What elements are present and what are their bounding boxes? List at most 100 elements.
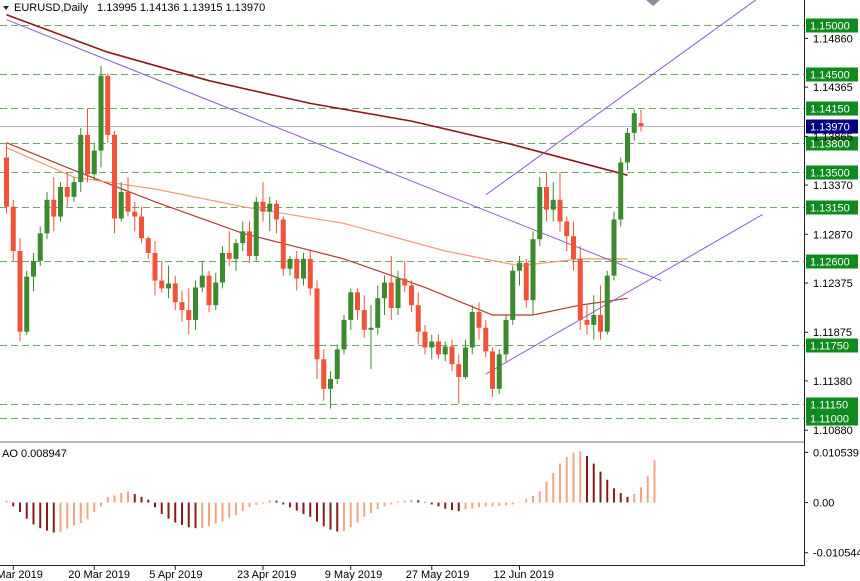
current-price-label: 1.13970 xyxy=(810,122,850,134)
time-tick-label: 23 Apr 2019 xyxy=(237,569,296,581)
candle-body xyxy=(125,191,131,212)
candle-body xyxy=(395,278,401,309)
level-label-box xyxy=(806,411,858,426)
candle-body xyxy=(307,258,313,289)
candle-body xyxy=(321,359,327,389)
candle-body xyxy=(139,216,144,239)
candle-body xyxy=(206,275,212,306)
price-tick-label: 1.12870 xyxy=(813,229,853,241)
shift-marker xyxy=(3,6,9,10)
candle-body xyxy=(328,378,333,389)
candle-body xyxy=(152,252,158,281)
candle-body xyxy=(530,239,536,301)
candle-body xyxy=(348,292,354,320)
candle-body xyxy=(186,310,192,320)
candle-body xyxy=(429,341,435,348)
price-tick-label: 1.14365 xyxy=(813,82,853,94)
level-label: 1.11150 xyxy=(810,400,848,412)
price-tick-label: 1.11380 xyxy=(813,376,852,388)
level-label: 1.11000 xyxy=(810,414,849,426)
candle-body xyxy=(355,292,360,311)
ao-indicator-title: AO 0.008947 xyxy=(2,448,67,460)
current-price-label-box xyxy=(806,119,858,134)
candle-body xyxy=(91,150,97,175)
price-tick-label: 1.11875 xyxy=(813,327,852,339)
price-tick-label: 1.14860 xyxy=(813,33,853,45)
candle-body xyxy=(564,221,570,237)
candle-body xyxy=(17,251,23,332)
candle-body xyxy=(37,233,43,261)
candle-body xyxy=(510,270,516,320)
candle-body xyxy=(301,258,306,279)
candle-body xyxy=(253,201,259,256)
candle-body xyxy=(415,305,421,332)
candle-body xyxy=(247,231,252,256)
level-label-box xyxy=(806,136,858,151)
candle-body xyxy=(625,132,630,163)
candle-body xyxy=(280,219,286,269)
candle-body xyxy=(537,187,543,240)
time-tick-label: 12 Jun 2019 xyxy=(494,569,555,581)
candle-body xyxy=(24,276,30,332)
candle-body xyxy=(544,187,549,210)
candle-body xyxy=(78,134,84,183)
level-label: 1.15000 xyxy=(810,21,850,33)
candle-body xyxy=(145,238,151,253)
candle-body xyxy=(132,211,138,217)
candle-body xyxy=(517,262,522,271)
candle-body xyxy=(274,203,279,220)
trendline xyxy=(485,214,763,375)
candle-body xyxy=(598,314,603,332)
candle-body xyxy=(571,236,576,259)
level-label-box xyxy=(806,67,858,82)
candle-body xyxy=(469,312,475,348)
candle-body xyxy=(64,187,70,197)
candle-body xyxy=(611,219,617,276)
candle-body xyxy=(172,283,178,303)
level-label: 1.12600 xyxy=(810,257,850,269)
candle-body xyxy=(382,282,387,299)
candle-body xyxy=(105,75,111,135)
candle-body xyxy=(71,182,77,197)
level-label-box xyxy=(806,254,858,269)
chart-header-title: EURUSD,Daily 1.13995 1.14136 1.13915 1.1… xyxy=(14,2,265,14)
time-tick-label: 4 Mar 2019 xyxy=(0,569,43,581)
candle-body xyxy=(4,157,9,207)
level-label-box xyxy=(806,200,858,215)
level-label-box xyxy=(806,338,858,353)
candle-body xyxy=(226,252,232,259)
moving-average-slow xyxy=(6,14,628,176)
level-label: 1.13800 xyxy=(810,139,850,151)
price-tick-label: 1.13370 xyxy=(813,180,853,192)
candle-body xyxy=(240,231,246,244)
ao-tick-label: -0.010544 xyxy=(813,548,860,560)
time-tick-label: 27 May 2019 xyxy=(406,569,470,581)
candle-body xyxy=(98,75,104,151)
candle-body xyxy=(85,134,90,175)
candle-body xyxy=(118,191,124,219)
candle-body xyxy=(368,327,374,330)
scroll-marker xyxy=(646,0,660,6)
candle-body xyxy=(112,134,117,219)
level-label-box xyxy=(806,18,858,33)
candle-body xyxy=(199,275,205,288)
level-label: 1.14500 xyxy=(810,70,850,82)
candle-body xyxy=(496,354,502,389)
candle-body xyxy=(294,258,300,279)
candle-body xyxy=(179,302,185,311)
price-tick-label: 1.10880 xyxy=(813,425,853,437)
level-label: 1.13500 xyxy=(810,168,850,180)
candle-body xyxy=(51,199,57,217)
candle-body xyxy=(166,283,171,289)
candle-body xyxy=(557,199,563,222)
candle-body xyxy=(490,351,495,389)
price-tick-label: 1.13865 xyxy=(813,131,853,143)
candle-body xyxy=(375,298,381,328)
candle-body xyxy=(260,201,266,212)
moving-average-fast xyxy=(6,147,628,267)
candle-body xyxy=(388,282,394,309)
candle-body xyxy=(503,319,509,355)
candle-body xyxy=(483,327,489,352)
candle-body xyxy=(631,113,637,133)
